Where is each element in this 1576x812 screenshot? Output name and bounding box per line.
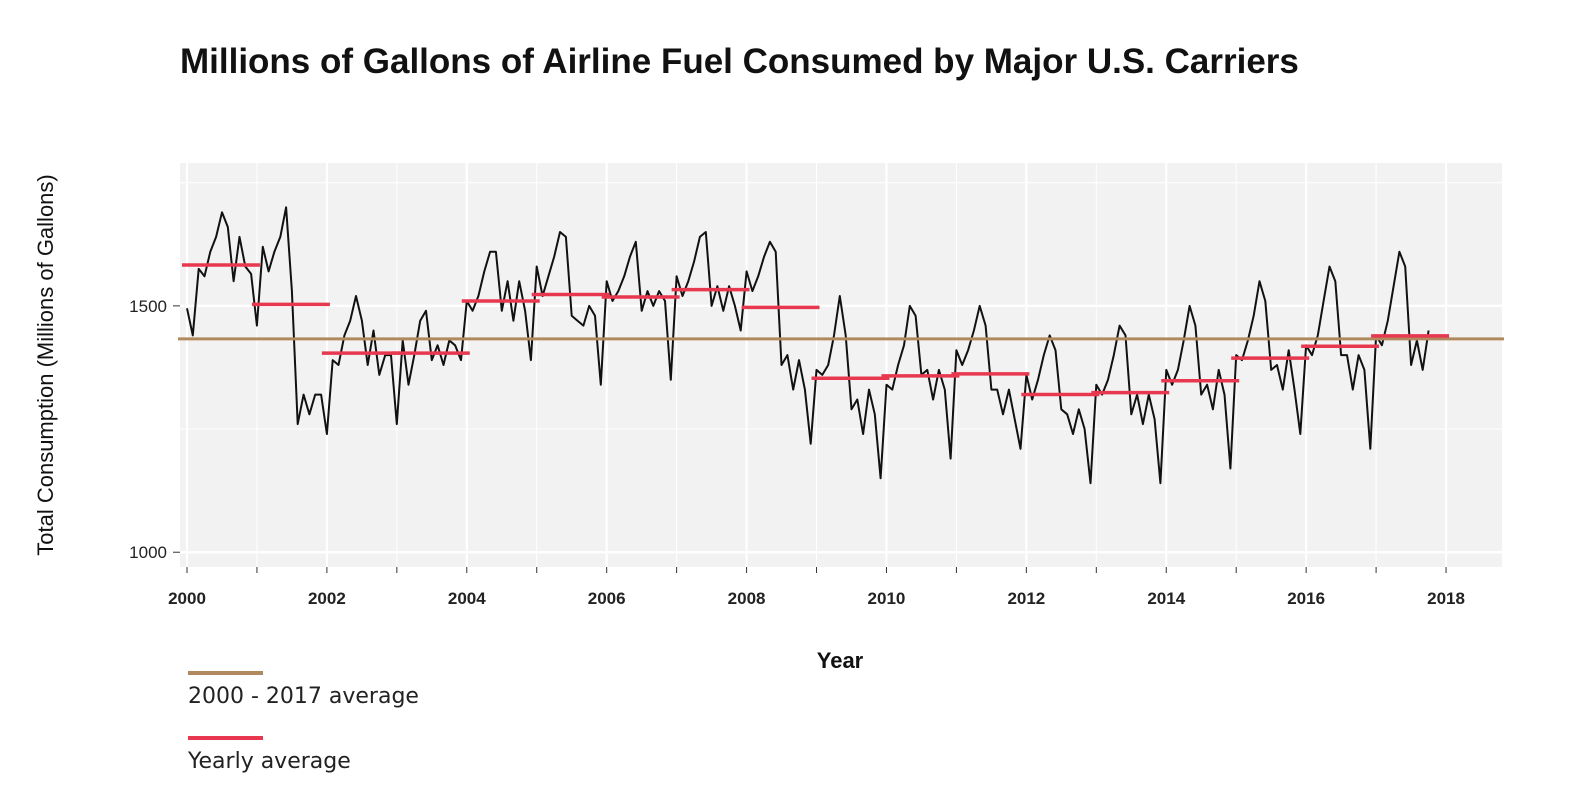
chart-title: Millions of Gallons of Airline Fuel Cons…: [180, 42, 1299, 81]
legend-label-overall-average: 2000 - 2017 average: [188, 684, 419, 709]
y-axis: 1000 1500: [129, 297, 180, 562]
legend-swatch-overall-average: [188, 671, 263, 675]
x-tick-label: 2014: [1147, 589, 1185, 608]
y-tick-label: 1000: [129, 543, 167, 562]
x-tick-label: 2006: [588, 589, 626, 608]
x-tick-label: 2010: [868, 589, 906, 608]
x-axis: 2000 2002 2004 2006 2008 2010 2012 2014 2016 2018: [168, 567, 1465, 608]
x-tick-label: 2016: [1287, 589, 1325, 608]
averages-layer: [178, 263, 1504, 397]
x-tick-label: 2008: [728, 589, 766, 608]
legend-label-yearly-average: Yearly average: [188, 749, 351, 774]
grid: [180, 163, 1502, 567]
y-tick-label: 1500: [129, 297, 167, 316]
x-tick-label: 2004: [448, 589, 486, 608]
x-tick-label: 2002: [308, 589, 346, 608]
legend-swatch-yearly-average: [188, 736, 263, 740]
x-axis-label: Year: [816, 648, 864, 673]
x-tick-label: 2018: [1427, 589, 1465, 608]
x-tick-label: 2000: [168, 589, 206, 608]
x-tick-label: 2012: [1007, 589, 1045, 608]
